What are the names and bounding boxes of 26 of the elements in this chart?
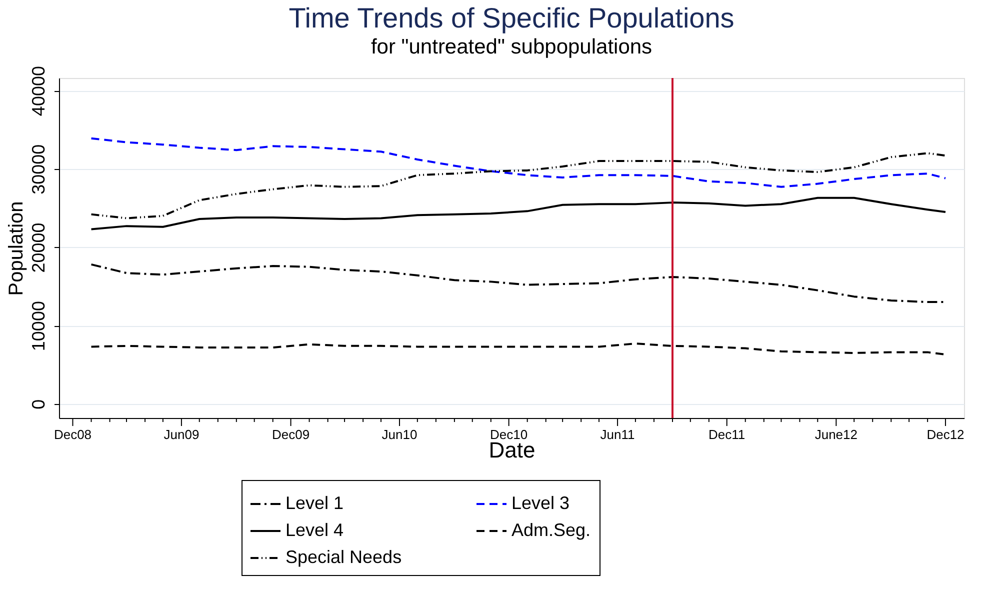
line-series <box>90 342 946 356</box>
x-tick-label: Dec10 <box>490 427 528 442</box>
legend-label: Level 1 <box>286 493 344 513</box>
x-tick-label: Jun11 <box>600 427 635 442</box>
line-series <box>90 152 946 220</box>
y-tick-label: 10000 <box>28 301 48 352</box>
x-tick-label: Jun10 <box>382 427 418 442</box>
y-tick-label: 0 <box>28 399 48 410</box>
legend-label: Adm.Seg. <box>512 520 591 540</box>
x-tick-label: Dec08 <box>54 427 92 442</box>
x-tick-label: Dec09 <box>272 427 310 442</box>
legend-label: Special Needs <box>286 547 402 567</box>
y-tick-label: 30000 <box>28 144 48 194</box>
y-tick-label: 20000 <box>28 222 48 273</box>
chart-subtitle: for "untreated" subpopulations <box>370 36 652 59</box>
x-tick-label: June12 <box>814 427 858 442</box>
chart-title: Time Trends of Specific Populations <box>288 2 734 34</box>
y-axis-title: Population <box>6 201 28 296</box>
y-tick-label: 40000 <box>28 66 48 116</box>
x-tick-label: Jun09 <box>164 427 200 442</box>
line-series <box>90 196 946 230</box>
legend-label: Level 3 <box>512 493 570 513</box>
legend-label: Level 4 <box>286 520 344 540</box>
x-tick-label: Dec12 <box>926 427 964 442</box>
line-series <box>90 137 946 188</box>
x-tick-label: Dec11 <box>708 427 746 442</box>
